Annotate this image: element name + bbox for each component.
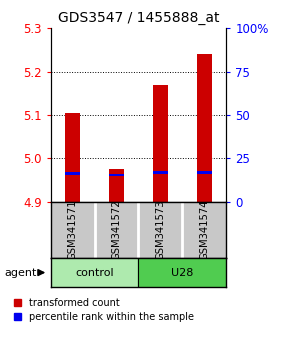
Text: GSM341571: GSM341571 [68, 200, 78, 261]
Bar [197, 171, 212, 174]
Text: GSM341572: GSM341572 [112, 200, 122, 261]
Text: agent: agent [4, 268, 37, 278]
Bar [139, 258, 226, 287]
Bar [153, 171, 168, 174]
Bar [51, 258, 139, 287]
Legend: transformed count, percentile rank within the sample: transformed count, percentile rank withi… [11, 295, 197, 325]
Title: GDS3547 / 1455888_at: GDS3547 / 1455888_at [58, 11, 219, 24]
Text: U28: U28 [171, 268, 193, 278]
Text: GSM341574: GSM341574 [199, 200, 209, 260]
Bar [109, 173, 124, 176]
Bar [153, 85, 168, 202]
Text: GSM341573: GSM341573 [155, 200, 165, 260]
Text: control: control [75, 268, 114, 278]
Bar [197, 54, 212, 202]
Bar [65, 113, 80, 202]
Bar [109, 169, 124, 202]
Bar [65, 172, 80, 175]
